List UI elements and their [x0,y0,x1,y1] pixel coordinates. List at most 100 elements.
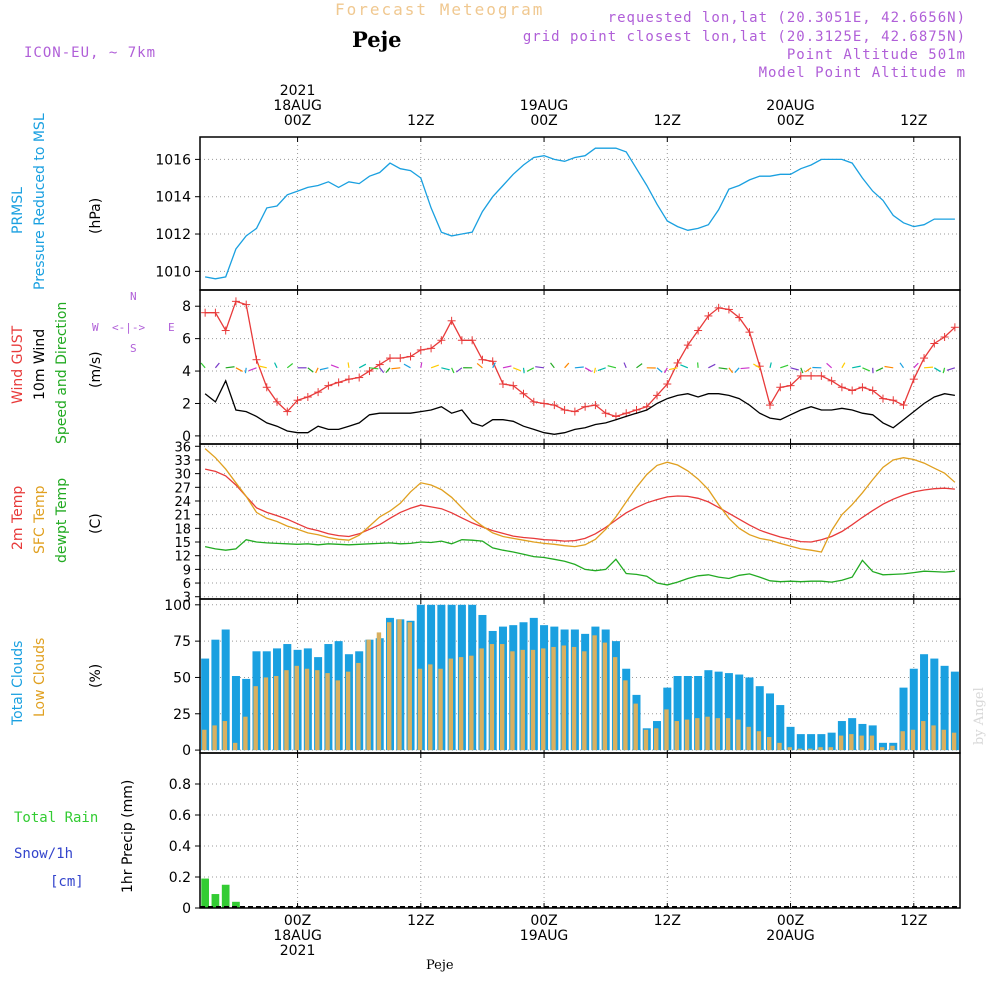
wind-direction-arrow [315,367,319,374]
legend-snow-unit: [cm] [50,874,84,890]
bar-low-clouds [274,676,279,751]
wind-direction-arrow [522,367,525,374]
series-line-2m-temp [204,468,955,543]
series-line-10m-wind [204,379,956,435]
wind-direction-arrow [680,364,689,369]
bar-low-clouds [664,709,669,751]
bar-low-clouds [623,680,628,751]
ytick-label: 9 [183,563,191,578]
wind-direction-arrow [668,367,678,371]
wind-direction-arrow [430,364,439,369]
bar-low-clouds [879,747,885,751]
bar-low-clouds [777,742,782,751]
axis-label-line: 12Z [900,113,928,129]
panel-precip: 0 0.2 0.4 0.6 0.8 [169,752,961,917]
bar-low-clouds [715,718,721,751]
wind-direction-arrow [769,362,772,368]
bottom-axis-tick: 12Z [381,914,461,929]
wind-direction-arrow [790,367,799,371]
ytick-label: 6 [182,332,191,348]
grid-point-coords: grid point closest lon,lat (20.3125E, 42… [522,29,966,45]
ytick-label: 21 [174,509,191,524]
ytick-label: 33 [174,454,191,469]
bar-low-clouds [253,686,258,751]
bar-total-clouds [796,734,805,751]
bar-low-clouds [633,703,638,751]
ytick-label: 18 [174,522,191,537]
wind-direction-arrow [451,367,455,374]
bar-total-clouds [920,654,929,751]
bar-low-clouds [674,721,679,751]
wind-direction-arrow [330,364,339,369]
bar-low-clouds [212,725,217,751]
station-title: Peje [352,27,402,52]
bar-total-clouds [807,734,816,751]
wind-direction-arrow [804,367,812,373]
bar-low-clouds [315,670,320,751]
axis-label-line: 00Z [283,113,312,129]
panel-frame [199,598,961,754]
bar-total-clouds [745,677,754,751]
compass-s: S [130,342,137,355]
bar-low-clouds [931,725,936,751]
bar-total-clouds [776,705,785,751]
axis-label-line: 20AUG [766,98,815,114]
bar-total-clouds [201,658,210,751]
bar-total-clouds [940,665,949,751]
ytick-label: 1010 [155,264,191,280]
wind-direction-arrow [841,362,846,369]
series-line-prmsl [204,147,955,280]
bar-total-clouds [221,629,230,751]
ytick-label: 15 [174,536,191,551]
top-axis-tick: 12Z [874,114,954,129]
bar-low-clouds [746,726,751,751]
bar-low-clouds [407,622,412,751]
axis-label-line: 00Z [776,913,805,929]
wind-direction-arrow [235,367,243,372]
ytick-label: 0.4 [169,839,191,855]
wind-direction-arrow [593,367,596,374]
bar-total-clouds [673,676,682,751]
ytick-label: 8 [182,299,191,315]
bar-low-clouds [376,632,382,751]
top-axis-tick: 20AUG 00Z [751,99,831,129]
bar-low-clouds [366,639,371,751]
bar-low-clouds [869,735,875,751]
bar-low-clouds [294,665,299,751]
bar-total-clouds [909,668,918,751]
bar-low-clouds [951,732,957,751]
bar-low-clouds [787,747,792,751]
bar-low-clouds [304,668,310,751]
wind-direction-arrow [513,367,522,372]
bottom-axis-tick: 12Z [627,914,707,929]
panel-wind: 0 2 4 6 8 [182,289,961,445]
wind-direction-arrow [526,367,535,372]
wind-direction-arrow [403,363,411,369]
bar-low-clouds [386,622,392,751]
bar-total-clouds [683,676,692,751]
wind-direction-arrow [862,367,871,372]
model-altitude: Model Point Altitude m [758,65,966,81]
bar-total-clouds [714,671,723,751]
ytick-label: 0.2 [169,870,191,886]
wind-direction-arrow [800,367,804,374]
bar-low-clouds [417,668,423,751]
bar-low-clouds [438,668,443,751]
bar-low-clouds [458,657,464,751]
wind-direction-arrow [369,367,379,370]
bar-low-clouds [356,662,361,751]
legend-total-rain: Total Rain [14,810,99,826]
bar-low-clouds [397,619,402,751]
bar-low-clouds [345,671,351,751]
bar-low-clouds [479,648,484,751]
wind-direction-arrow [358,363,367,369]
ytick-label: 0.6 [169,808,191,824]
axis-label-line: 2021 [279,943,316,959]
bar-low-clouds [469,655,474,751]
bar-low-clouds [325,673,330,751]
axis-label-line: 18AUG [273,98,322,114]
top-axis-tick: 12Z [627,114,707,129]
panel-frame [199,136,961,291]
wind-direction-arrow [728,367,734,374]
bar-low-clouds [859,735,864,751]
